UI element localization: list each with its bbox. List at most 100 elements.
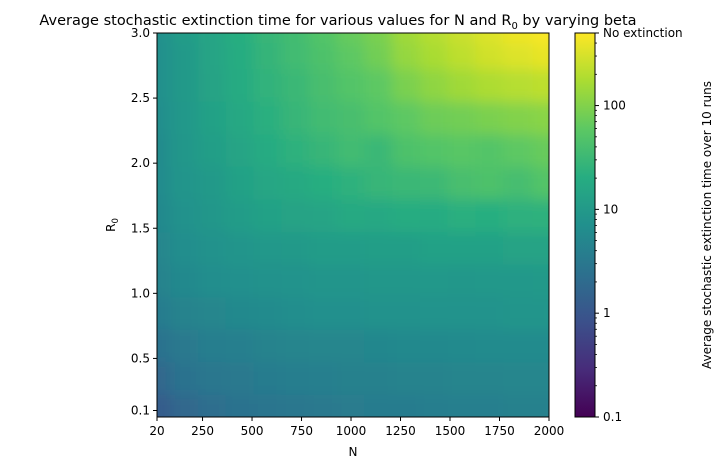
x-tick-label: 20: [149, 424, 164, 438]
heatmap-cell: [364, 33, 394, 44]
heatmap-cell: [157, 198, 172, 233]
heatmap-cell: [198, 68, 227, 102]
heatmap-cell: [157, 263, 172, 298]
x-tick-label: 1500: [435, 424, 466, 438]
heatmap-cell: [419, 165, 449, 200]
heatmap-cell: [198, 165, 227, 200]
heatmap-cell: [392, 361, 421, 395]
heatmap-cell: [170, 393, 200, 417]
heatmap-cell: [447, 33, 477, 44]
heatmap-cell: [475, 263, 504, 298]
chart-title-subscript: 0: [511, 21, 517, 32]
heatmap-cell: [281, 165, 310, 200]
heatmap-cell: [170, 296, 200, 330]
heatmap-cell: [392, 198, 421, 233]
heatmap-cell: [419, 100, 449, 135]
heatmap-cell: [170, 100, 200, 135]
y-axis: 0.1 0.5 1.0 1.5 2.0 2.5 3.0: [131, 26, 157, 417]
heatmap-cell: [157, 165, 172, 200]
heatmap-cell: [502, 263, 534, 298]
heatmap-cell: [475, 33, 504, 44]
heatmap-cell: [336, 263, 366, 298]
heatmap-cell: [364, 296, 394, 330]
heatmap-cell: [225, 296, 255, 330]
heatmap-cell: [419, 296, 449, 330]
y-tick-label: 0.5: [131, 351, 150, 365]
heatmap-cell: [447, 133, 477, 167]
heatmap-cell: [447, 393, 477, 417]
y-tick-label: 3.0: [131, 26, 150, 40]
heatmap-cell: [475, 296, 504, 330]
heatmap-cell: [308, 100, 338, 135]
heatmap-cell: [253, 133, 283, 167]
heatmap-cell: [392, 231, 421, 265]
heatmap-cell: [170, 33, 200, 44]
heatmap-cell: [447, 165, 477, 200]
heatmap-cell: [157, 100, 172, 135]
colorbar-gradient: [575, 33, 595, 417]
heatmap-cell: [198, 361, 227, 395]
heatmap-cell: [170, 198, 200, 233]
heatmap-cell: [532, 68, 549, 102]
y-tick-label: 1.0: [131, 286, 150, 300]
heatmap-cell: [281, 198, 310, 233]
heatmap-cell: [392, 133, 421, 167]
heatmap-cell: [170, 231, 200, 265]
heatmap-cell: [198, 296, 227, 330]
heatmap-cell: [253, 296, 283, 330]
heatmap-cell: [253, 100, 283, 135]
heatmap-cell: [392, 296, 421, 330]
heatmap-cell: [308, 42, 338, 70]
heatmap-cell: [253, 393, 283, 417]
heatmap-cell: [419, 263, 449, 298]
heatmap-cell: [157, 393, 172, 417]
heatmap-cell: [225, 231, 255, 265]
heatmap-cell: [502, 42, 534, 70]
heatmap-cell: [419, 231, 449, 265]
heatmap-cell: [281, 33, 310, 44]
heatmap-cell: [225, 42, 255, 70]
heatmap-cell: [225, 133, 255, 167]
heatmap-cell: [253, 328, 283, 363]
colorbar: 0.1 1 10 100 No extinction: [574, 26, 683, 424]
heatmap-cell: [475, 361, 504, 395]
heatmap-cell: [336, 100, 366, 135]
heatmap-cell: [364, 361, 394, 395]
heatmap-cell: [502, 100, 534, 135]
heatmap-cell: [157, 68, 172, 102]
colorbar-label: Average stochastic extinction time over …: [700, 81, 714, 369]
heatmap-cell: [392, 33, 421, 44]
heatmap-cell: [475, 100, 504, 135]
heatmap-cell: [475, 328, 504, 363]
heatmap-cell: [225, 165, 255, 200]
heatmap-cell: [532, 263, 549, 298]
heatmap-cell: [419, 33, 449, 44]
x-tick-label: 1000: [336, 424, 367, 438]
heatmap-cell: [502, 361, 534, 395]
heatmap-cell: [447, 198, 477, 233]
plot-frame: [156, 32, 550, 418]
heatmap-cell: [336, 42, 366, 70]
heatmap-cell: [447, 328, 477, 363]
heatmap-cell: [392, 165, 421, 200]
colorbar-tick-label: 10: [603, 202, 618, 216]
colorbar-tick-label: 1: [603, 306, 611, 320]
y-tick-label: 2.0: [131, 156, 150, 170]
heatmap-cell: [157, 296, 172, 330]
heatmap-cell: [336, 165, 366, 200]
heatmap-cell: [198, 393, 227, 417]
heatmap-cell: [419, 393, 449, 417]
heatmap-cell: [364, 68, 394, 102]
heatmap-cell: [392, 393, 421, 417]
heatmap-cell: [198, 263, 227, 298]
heatmap-cell: [392, 68, 421, 102]
heatmap-cell: [157, 231, 172, 265]
heatmap-cell: [447, 263, 477, 298]
heatmap-cell: [225, 33, 255, 44]
heatmap-cell: [475, 393, 504, 417]
heatmap-cell: [281, 296, 310, 330]
y-axis-label: R0: [104, 218, 121, 232]
chart-title-main: Average stochastic extinction time for v…: [39, 13, 511, 29]
heatmap-cell: [281, 263, 310, 298]
heatmap-cell: [364, 198, 394, 233]
